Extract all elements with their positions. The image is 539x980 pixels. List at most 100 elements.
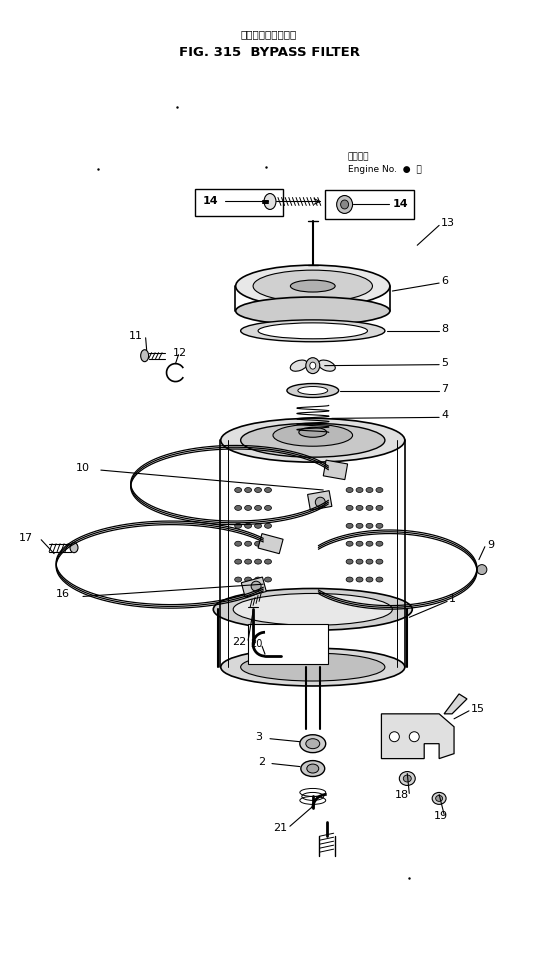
- Ellipse shape: [265, 541, 272, 546]
- Text: 2: 2: [258, 757, 265, 766]
- Ellipse shape: [356, 506, 363, 511]
- Text: 15: 15: [471, 704, 485, 713]
- Text: 8: 8: [441, 323, 448, 334]
- Ellipse shape: [234, 541, 241, 546]
- Ellipse shape: [254, 541, 261, 546]
- Text: 22: 22: [232, 637, 246, 647]
- Ellipse shape: [356, 541, 363, 546]
- Bar: [248, 624, 328, 664]
- Ellipse shape: [366, 487, 373, 493]
- Ellipse shape: [240, 319, 385, 342]
- Ellipse shape: [298, 386, 328, 395]
- Ellipse shape: [234, 487, 241, 493]
- Ellipse shape: [253, 270, 372, 302]
- Ellipse shape: [346, 487, 353, 493]
- Text: 6: 6: [441, 276, 448, 286]
- Ellipse shape: [258, 322, 368, 339]
- Ellipse shape: [337, 196, 353, 214]
- Ellipse shape: [245, 506, 252, 511]
- Ellipse shape: [234, 560, 241, 564]
- Bar: [323, 461, 348, 479]
- Ellipse shape: [221, 418, 405, 463]
- Text: 16: 16: [56, 589, 70, 600]
- Text: 7: 7: [441, 383, 448, 394]
- Ellipse shape: [403, 775, 411, 782]
- Ellipse shape: [287, 383, 338, 398]
- Text: 5: 5: [441, 358, 448, 368]
- Ellipse shape: [245, 560, 252, 564]
- Bar: [241, 577, 266, 597]
- Ellipse shape: [356, 577, 363, 582]
- Ellipse shape: [254, 560, 261, 564]
- Ellipse shape: [240, 653, 385, 681]
- Ellipse shape: [432, 793, 446, 805]
- Circle shape: [315, 497, 325, 508]
- Ellipse shape: [436, 796, 443, 802]
- Ellipse shape: [356, 523, 363, 528]
- Ellipse shape: [254, 487, 261, 493]
- Text: Engine No.  ●  ～: Engine No. ● ～: [348, 166, 421, 174]
- Ellipse shape: [234, 506, 241, 511]
- Bar: [308, 491, 332, 511]
- Ellipse shape: [376, 487, 383, 493]
- Ellipse shape: [221, 648, 405, 686]
- Text: 19: 19: [434, 811, 448, 821]
- Bar: [258, 533, 283, 554]
- Ellipse shape: [265, 560, 272, 564]
- Text: 1: 1: [449, 595, 456, 605]
- Ellipse shape: [233, 594, 392, 625]
- Ellipse shape: [254, 523, 261, 528]
- Ellipse shape: [366, 523, 373, 528]
- Ellipse shape: [366, 506, 373, 511]
- Circle shape: [251, 581, 261, 591]
- Ellipse shape: [301, 760, 324, 776]
- Ellipse shape: [306, 358, 320, 373]
- Bar: [324, 189, 414, 220]
- Ellipse shape: [245, 577, 252, 582]
- Bar: [195, 188, 283, 217]
- Ellipse shape: [234, 577, 241, 582]
- Ellipse shape: [318, 360, 335, 371]
- Ellipse shape: [265, 487, 272, 493]
- Ellipse shape: [346, 523, 353, 528]
- Ellipse shape: [245, 523, 252, 528]
- Circle shape: [477, 564, 487, 574]
- Ellipse shape: [376, 577, 383, 582]
- Ellipse shape: [236, 266, 390, 307]
- Ellipse shape: [346, 560, 353, 564]
- Ellipse shape: [254, 577, 261, 582]
- Ellipse shape: [273, 424, 353, 446]
- Ellipse shape: [300, 735, 326, 753]
- Ellipse shape: [299, 427, 327, 437]
- Ellipse shape: [245, 487, 252, 493]
- Text: 12: 12: [172, 348, 186, 358]
- Polygon shape: [382, 713, 454, 759]
- Circle shape: [389, 732, 399, 742]
- Ellipse shape: [254, 506, 261, 511]
- Ellipse shape: [399, 771, 415, 785]
- Ellipse shape: [376, 560, 383, 564]
- Ellipse shape: [141, 350, 149, 362]
- Text: 3: 3: [255, 732, 262, 742]
- Polygon shape: [444, 694, 467, 713]
- Ellipse shape: [240, 423, 385, 458]
- Ellipse shape: [356, 560, 363, 564]
- Text: 21: 21: [273, 823, 287, 833]
- Ellipse shape: [265, 506, 272, 511]
- Ellipse shape: [265, 523, 272, 528]
- Text: 適用番号: 適用番号: [348, 152, 369, 162]
- Ellipse shape: [366, 577, 373, 582]
- Ellipse shape: [264, 193, 276, 210]
- Text: 10: 10: [76, 464, 90, 473]
- Ellipse shape: [307, 764, 319, 773]
- Text: 9: 9: [487, 540, 494, 550]
- Ellipse shape: [291, 280, 335, 292]
- Ellipse shape: [346, 506, 353, 511]
- Circle shape: [409, 732, 419, 742]
- Text: 18: 18: [395, 791, 409, 801]
- Text: 17: 17: [19, 533, 33, 543]
- Ellipse shape: [306, 739, 320, 749]
- Ellipse shape: [236, 297, 390, 324]
- Ellipse shape: [376, 541, 383, 546]
- Ellipse shape: [265, 577, 272, 582]
